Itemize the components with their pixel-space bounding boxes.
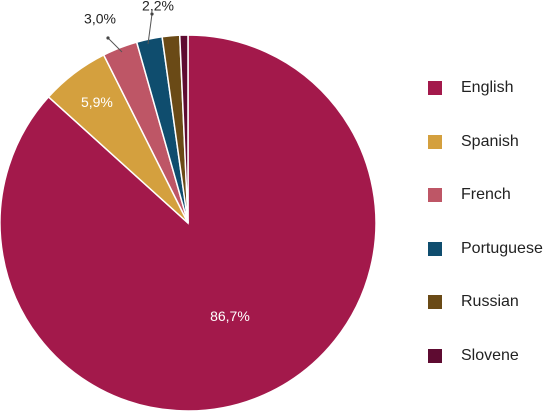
legend-label: Spanish (461, 132, 519, 150)
legend-item-slovene: Slovene (428, 344, 519, 368)
legend-item-english: English (428, 76, 513, 100)
data-label-french: 3,0% (84, 11, 116, 27)
legend-label: Russian (461, 293, 519, 311)
leader-dot-french (106, 36, 110, 40)
data-label-english: 86,7% (210, 308, 250, 324)
legend-swatch (428, 134, 442, 149)
leader-line-portuguese (147, 13, 153, 45)
legend-label: Portuguese (461, 239, 543, 257)
legend-label: French (461, 186, 511, 204)
data-label-portuguese: 2,2% (142, 0, 174, 14)
legend-item-russian: Russian (428, 290, 519, 314)
pie-slice-english (0, 34, 377, 412)
pie-slices (0, 34, 377, 412)
legend-item-spanish: Spanish (428, 130, 519, 154)
legend-item-portuguese: Portuguese (428, 237, 543, 261)
legend-swatch (428, 241, 442, 256)
label-leader-lines (106, 12, 154, 53)
legend-label: English (461, 79, 514, 96)
legend-item-french: French (428, 183, 511, 207)
leader-dot-portuguese (150, 12, 154, 16)
leader-line-french (107, 37, 123, 53)
legend-swatch (428, 349, 442, 363)
legend-swatch (428, 295, 442, 310)
legend-swatch (428, 188, 442, 203)
data-label-spanish: 5,9% (81, 94, 113, 110)
pie-slice-slovene (178, 34, 189, 224)
legend-label: Slovene (461, 347, 519, 364)
data-labels: 86,7% 5,9% 3,0% 2,2% (81, 0, 250, 324)
legend-swatch (428, 81, 442, 95)
